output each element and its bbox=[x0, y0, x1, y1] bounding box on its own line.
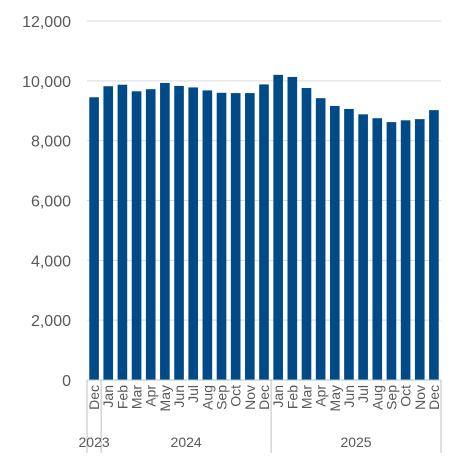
bar bbox=[358, 114, 368, 380]
bar bbox=[386, 122, 397, 380]
x-tick-label: Jul bbox=[355, 385, 371, 403]
axes: 02,0004,0006,0008,00010,00012,000DecJanF… bbox=[22, 14, 442, 453]
bar bbox=[245, 93, 255, 380]
x-tick-label: Jun bbox=[171, 385, 187, 408]
x-tick-label: Jun bbox=[341, 385, 357, 408]
x-tick-label: Sep bbox=[214, 385, 230, 410]
x-tick-label: Feb bbox=[114, 385, 130, 409]
y-tick-label: 10,000 bbox=[22, 74, 71, 91]
bar bbox=[89, 97, 99, 380]
y-tick-label: 6,000 bbox=[31, 194, 71, 211]
bar bbox=[273, 74, 283, 380]
bar bbox=[414, 119, 425, 381]
bar bbox=[400, 120, 411, 380]
bar bbox=[131, 91, 142, 380]
x-tick-label: Apr bbox=[313, 385, 329, 407]
y-tick-label: 8,000 bbox=[31, 134, 71, 151]
x-tick-label: May bbox=[157, 385, 173, 411]
x-tick-label: Sep bbox=[383, 385, 399, 410]
bar bbox=[372, 118, 383, 381]
x-tick-label: Oct bbox=[398, 385, 414, 407]
y-tick-label: 4,000 bbox=[31, 253, 71, 270]
bar bbox=[145, 89, 156, 381]
x-tick-label: Feb bbox=[284, 385, 300, 409]
x-tick-label: Aug bbox=[199, 385, 215, 410]
bar bbox=[329, 105, 340, 381]
x-tick-label: Jan bbox=[270, 385, 286, 408]
bar bbox=[344, 108, 354, 380]
bar bbox=[216, 92, 227, 381]
bar bbox=[103, 86, 114, 381]
x-tick-label: Mar bbox=[129, 385, 145, 409]
x-tick-label: Nov bbox=[242, 385, 258, 410]
bar bbox=[202, 90, 213, 380]
x-tick-label: Mar bbox=[298, 385, 314, 409]
y-tick-label: 12,000 bbox=[22, 14, 71, 31]
x-tick-label: Dec bbox=[256, 385, 272, 410]
x-tick-label: Dec bbox=[86, 385, 102, 410]
bar bbox=[259, 84, 269, 380]
bar bbox=[160, 82, 170, 381]
x-tick-label: Jan bbox=[100, 385, 116, 408]
bar bbox=[117, 84, 128, 380]
year-label: 2023 bbox=[79, 434, 110, 450]
year-label: 2025 bbox=[340, 434, 371, 450]
y-tick-label: 2,000 bbox=[31, 313, 71, 330]
bar bbox=[429, 110, 439, 380]
bar bbox=[188, 87, 199, 380]
bar bbox=[315, 98, 326, 380]
bar bbox=[230, 93, 241, 380]
bar bbox=[287, 76, 298, 381]
x-tick-label: Nov bbox=[412, 385, 428, 410]
bars bbox=[89, 74, 439, 381]
y-tick-label: 0 bbox=[62, 373, 71, 390]
x-tick-label: Oct bbox=[228, 385, 244, 407]
year-label: 2024 bbox=[171, 434, 202, 450]
bar bbox=[174, 85, 184, 381]
bar bbox=[301, 88, 312, 380]
x-tick-label: May bbox=[327, 385, 343, 411]
x-tick-label: Jul bbox=[185, 385, 201, 403]
x-tick-label: Apr bbox=[143, 385, 159, 407]
x-tick-label: Dec bbox=[426, 385, 442, 410]
x-tick-label: Aug bbox=[369, 385, 385, 410]
